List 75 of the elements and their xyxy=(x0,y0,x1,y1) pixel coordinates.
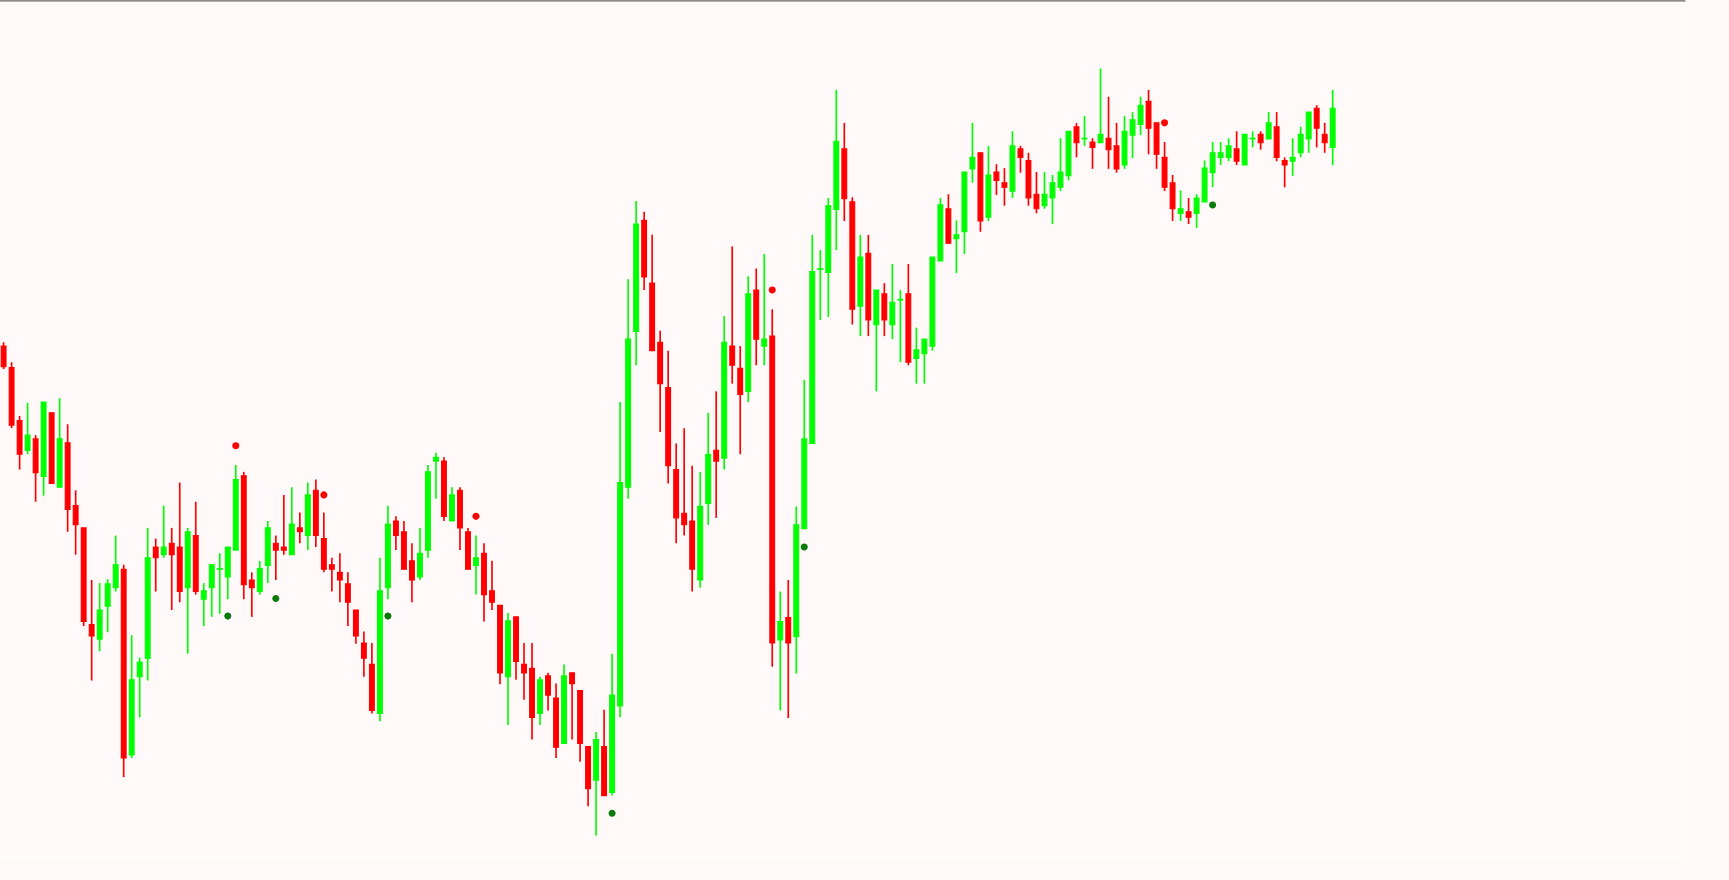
candlestick xyxy=(993,163,1000,196)
candlestick xyxy=(416,527,423,581)
candlestick xyxy=(392,515,399,551)
candlestick xyxy=(72,489,79,556)
candlestick xyxy=(272,534,279,581)
candlestick xyxy=(969,122,976,184)
candlestick xyxy=(1089,137,1096,170)
candlestick xyxy=(953,219,960,275)
point xyxy=(1209,201,1217,209)
candlestick xyxy=(1217,141,1224,166)
candlestick xyxy=(336,552,343,604)
point xyxy=(608,809,616,817)
candlestick xyxy=(408,542,415,604)
candlestick xyxy=(1297,125,1304,159)
candlestick xyxy=(1313,104,1320,149)
point xyxy=(272,594,280,602)
point xyxy=(1161,119,1169,127)
candlestick xyxy=(713,390,720,519)
candlestick xyxy=(24,402,31,456)
candlestick xyxy=(545,672,552,712)
candlestick xyxy=(921,338,928,385)
candlestick xyxy=(208,563,215,618)
candlestick xyxy=(256,560,263,596)
candlestick xyxy=(296,511,303,545)
candlestick xyxy=(88,579,95,682)
candlestick xyxy=(1001,167,1008,207)
candlestick xyxy=(1081,115,1088,147)
point xyxy=(224,612,232,620)
candlestick xyxy=(1073,122,1080,159)
candlestick xyxy=(1257,130,1264,151)
candlestick xyxy=(344,571,351,627)
point xyxy=(232,442,240,450)
candlestick xyxy=(681,427,688,537)
candlestick xyxy=(1321,122,1328,154)
candlestick xyxy=(104,578,111,634)
candlestick xyxy=(521,642,527,701)
candlestick xyxy=(1281,156,1288,189)
candlestick xyxy=(152,537,159,593)
candlestick xyxy=(1097,67,1104,144)
candlestick xyxy=(248,571,255,618)
candlestick xyxy=(1209,141,1216,189)
candlestick xyxy=(889,263,896,341)
candlestick xyxy=(1185,197,1192,225)
point xyxy=(472,512,480,520)
candlestick xyxy=(433,451,439,500)
candlestick xyxy=(360,630,367,678)
candlestick xyxy=(761,253,768,367)
candlestick xyxy=(777,590,784,712)
candlestick xyxy=(136,656,143,719)
candlestick xyxy=(473,534,479,596)
candlestick xyxy=(1177,189,1184,222)
point xyxy=(320,491,328,499)
candlestick xyxy=(569,672,576,741)
candlestick xyxy=(280,494,287,556)
candlestick xyxy=(1193,193,1200,229)
candlestick xyxy=(489,560,495,611)
point xyxy=(768,286,776,294)
candlestick xyxy=(1225,137,1232,163)
candlestick xyxy=(1017,145,1024,174)
candlestick xyxy=(328,556,335,593)
candlestick xyxy=(160,504,167,559)
candlestick xyxy=(216,552,223,615)
candlestick xyxy=(729,245,736,385)
candlestick xyxy=(817,249,824,321)
candlestick xyxy=(168,527,175,611)
point xyxy=(384,612,392,620)
candlestick xyxy=(1265,111,1272,140)
candlestick xyxy=(112,534,119,593)
point xyxy=(800,543,808,551)
candlestick xyxy=(0,341,7,370)
candlestick xyxy=(897,289,904,364)
candlestick xyxy=(200,582,207,627)
candlestick xyxy=(1233,130,1240,166)
candlestick xyxy=(913,326,920,385)
candlestick xyxy=(1289,137,1296,177)
